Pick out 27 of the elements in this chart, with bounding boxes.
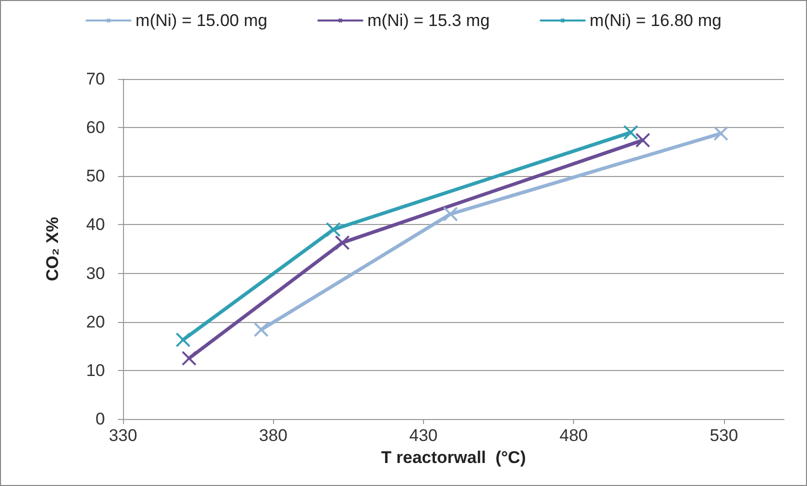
y-tick-label: 40 xyxy=(86,215,105,234)
y-tick-label: 60 xyxy=(86,118,105,138)
y-tick-label: 70 xyxy=(86,70,105,88)
point xyxy=(334,235,350,250)
x-tick-label: 480 xyxy=(559,426,588,445)
point xyxy=(176,332,191,348)
legend-label: m(Ni) = 16.80 mg xyxy=(590,11,722,30)
x-tick-label: 380 xyxy=(259,426,288,445)
point xyxy=(254,322,269,338)
point xyxy=(182,350,197,366)
y-tick-label: 20 xyxy=(86,312,105,332)
x-axis-title: T reactorwall (°C) xyxy=(381,448,526,467)
point xyxy=(635,132,650,148)
y-tick-label: 30 xyxy=(86,264,105,283)
y-tick-label: 50 xyxy=(86,166,105,186)
legend-label: m(Ni) = 15.3 mg xyxy=(367,11,490,30)
legend-label: m(Ni) = 15.00 mg xyxy=(136,11,268,30)
y-tick-label: 0 xyxy=(96,410,105,428)
x-tick-label: 430 xyxy=(409,426,438,445)
y-tick-label: 10 xyxy=(86,360,105,380)
point xyxy=(442,206,458,222)
point xyxy=(326,222,341,238)
point xyxy=(623,124,638,140)
x-tick-label: 530 xyxy=(710,426,738,445)
x-tick-label: 330 xyxy=(108,426,138,445)
y-axis-title: CO₂ X% xyxy=(43,216,62,282)
point xyxy=(713,126,728,141)
